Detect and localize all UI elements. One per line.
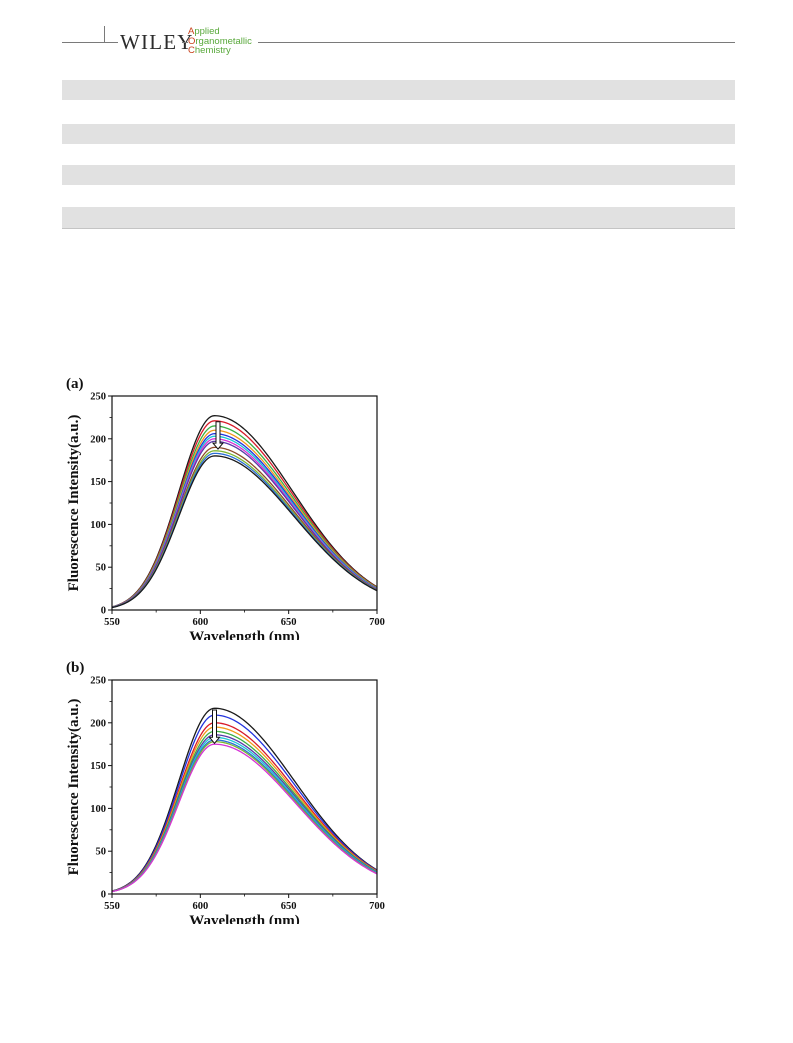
x-tick-label: 550 <box>104 901 120 912</box>
panel-label: (b) <box>66 660 84 676</box>
y-tick-label: 0 <box>101 606 106 617</box>
x-tick-label: 550 <box>104 617 120 628</box>
table-row-shade <box>62 165 735 185</box>
x-tick-label: 700 <box>369 617 385 628</box>
x-tick-label: 600 <box>192 901 208 912</box>
y-tick-label: 50 <box>96 563 107 574</box>
y-axis-title: Fluorescence Intensity(a.u.) <box>66 415 82 592</box>
fluorescence-chart-b: (b) 550 600 650 700 0 50 100 150 200 250 Wavelength… <box>66 660 385 924</box>
series-line <box>111 743 378 893</box>
chart-panel-a: (a) 550 600 650 700 0 50 100 150 200 250 Wavelength… <box>62 370 392 640</box>
series-line <box>111 450 378 609</box>
series-line <box>111 446 378 608</box>
series-line <box>111 455 378 609</box>
series-line <box>111 707 378 892</box>
table-bottom-rule <box>62 228 735 229</box>
page-header: WILEY Applied Organometallic Chemistry <box>0 0 793 60</box>
y-tick-label: 0 <box>101 890 106 901</box>
trend-arrow-icon <box>211 421 225 450</box>
table-row-shade <box>62 124 735 144</box>
series-line <box>111 452 378 609</box>
x-axis-title: Wavelength (nm) <box>189 629 299 640</box>
series-line <box>111 736 378 893</box>
series-line <box>111 740 378 893</box>
y-tick-label: 150 <box>90 761 106 772</box>
journal-logo: Applied Organometallic Chemistry <box>188 26 252 56</box>
x-axis-title: Wavelength (nm) <box>189 913 299 924</box>
header-divider <box>104 26 105 42</box>
series-line <box>111 440 378 608</box>
trend-arrow-icon <box>208 709 221 745</box>
table-row-shade <box>62 207 735 228</box>
x-tick-label: 650 <box>281 901 297 912</box>
publisher-logo: WILEY <box>120 30 194 54</box>
y-tick-label: 200 <box>90 434 106 445</box>
x-tick-label: 600 <box>192 617 208 628</box>
panel-label: (a) <box>66 376 84 392</box>
fluorescence-chart-a: (a) 550 600 650 700 0 50 100 150 200 250 Wavelength… <box>66 376 385 640</box>
y-tick-label: 200 <box>90 718 106 729</box>
y-tick-label: 150 <box>90 477 106 488</box>
header-rule-right <box>258 42 735 43</box>
header-rule-left <box>62 42 118 43</box>
y-tick-label: 100 <box>90 520 106 531</box>
series-line <box>111 429 378 608</box>
series-line <box>111 734 378 893</box>
x-tick-label: 700 <box>369 901 385 912</box>
y-tick-label: 250 <box>90 392 106 403</box>
header-dash <box>182 42 188 43</box>
y-axis-title: Fluorescence Intensity(a.u.) <box>66 699 82 876</box>
series-line <box>111 739 378 893</box>
table-header-band <box>62 80 735 100</box>
y-tick-label: 100 <box>90 804 106 815</box>
series-line <box>111 714 378 892</box>
chart-panel-b: (b) 550 600 650 700 0 50 100 150 200 250 Wavelength… <box>62 654 392 924</box>
series-line <box>111 433 378 608</box>
y-tick-label: 50 <box>96 847 107 858</box>
x-tick-label: 650 <box>281 617 297 628</box>
series-line <box>111 730 378 892</box>
y-tick-label: 250 <box>90 676 106 687</box>
